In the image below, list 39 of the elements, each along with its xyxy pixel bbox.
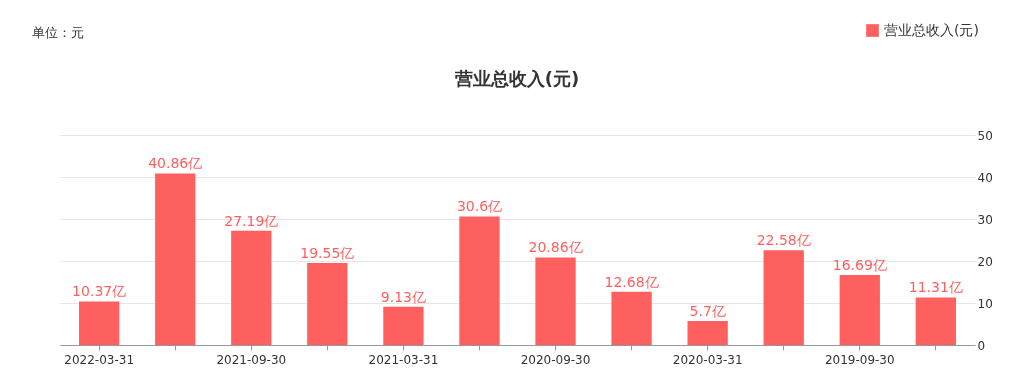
bar	[79, 301, 120, 345]
data-label: 9.13亿	[380, 288, 426, 305]
bar	[231, 230, 272, 345]
legend-label: 营业总收入(元)	[884, 21, 979, 38]
y-tick-label: 10	[977, 296, 993, 311]
bar	[611, 291, 652, 345]
y-tick-label: 50	[977, 128, 993, 143]
text: 单位：元	[32, 25, 84, 40]
x-tick-label: 2020-03-31	[672, 352, 743, 367]
data-label: 11.31亿	[908, 279, 963, 296]
data-label: 40.86亿	[148, 155, 203, 172]
bar	[839, 274, 880, 345]
data-label: 16.69亿	[832, 256, 887, 273]
y-tick-label: 40	[977, 170, 993, 185]
data-label: 20.86亿	[528, 239, 583, 256]
y-tick-label: 0	[977, 338, 986, 353]
bar	[155, 173, 196, 345]
y-tick-label: 20	[977, 254, 993, 269]
chart-title: 营业总收入(元)	[453, 68, 580, 89]
bar	[535, 257, 576, 345]
data-label: 10.37亿	[72, 283, 127, 300]
x-tick-label: 2021-09-30	[216, 352, 287, 367]
x-tick-label: 2021-03-31	[368, 352, 439, 367]
data-label: 22.58亿	[756, 232, 811, 249]
bar	[459, 216, 500, 345]
x-tick-label: 2019-09-30	[824, 352, 895, 367]
data-label: 30.6亿	[456, 198, 503, 215]
bar	[763, 250, 804, 345]
y-tick-label: 30	[977, 212, 993, 227]
data-label: 19.55亿	[300, 244, 355, 261]
x-tick-label: 2022-03-31	[64, 352, 135, 367]
bar	[383, 306, 424, 345]
data-label: 27.19亿	[224, 212, 279, 229]
bar	[307, 262, 348, 345]
bar	[687, 321, 728, 345]
data-label: 12.68亿	[604, 273, 659, 290]
data-label: 5.7亿	[689, 303, 726, 320]
bar	[915, 297, 956, 345]
x-tick-label: 2020-09-30	[520, 352, 591, 367]
